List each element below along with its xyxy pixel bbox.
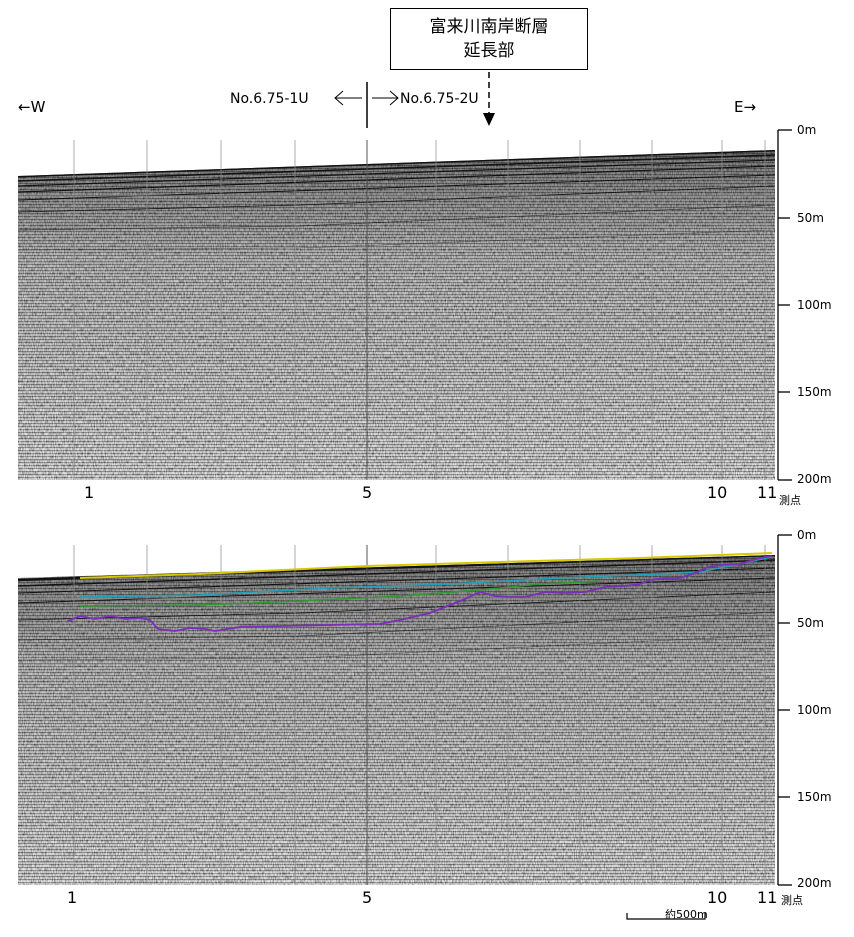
left-arrow-icon <box>334 90 362 106</box>
station-label-1-top: 1 <box>84 483 95 502</box>
horizon-B1U-line <box>79 556 773 598</box>
depth-label-0m-top: 0m <box>797 123 817 137</box>
fault-extension-callout: 富来川南岸断層 延長部 <box>390 8 588 70</box>
callout-line-2: 延長部 <box>463 41 515 61</box>
station-label-10-bottom: 10 <box>707 888 728 907</box>
station-label-5-top: 5 <box>362 483 373 502</box>
scale-bar-label: 約500m <box>665 908 708 921</box>
depth-label-200m-bottom: 200m <box>797 876 832 890</box>
depth-label-200m-top: 200m <box>797 472 832 486</box>
depth-label-150m-bottom: 150m <box>797 790 832 804</box>
callout-arrow-head <box>483 113 495 126</box>
station-label-11-bottom: 11 <box>757 888 778 907</box>
station-label-10-top: 10 <box>707 483 728 502</box>
depth-label-50m-top: 50m <box>797 211 824 225</box>
east-direction-label: E→ <box>734 98 757 116</box>
top-depth-axis <box>777 129 792 481</box>
horizon-D2-line <box>67 555 773 632</box>
west-direction-label: ←W <box>18 98 46 116</box>
callout-line-1: 富来川南岸断層 <box>429 17 549 37</box>
bottom-seismic-section <box>18 555 775 885</box>
horizon-A-line <box>79 552 773 579</box>
station-unit-bottom: 測点 <box>781 894 803 907</box>
right-arrow-icon <box>372 90 399 106</box>
depth-label-0m-bottom: 0m <box>797 528 817 542</box>
scale-bar <box>626 913 706 920</box>
depth-label-50m-bottom: 50m <box>797 616 824 630</box>
depth-label-100m-bottom: 100m <box>797 703 832 717</box>
station-unit-top: 測点 <box>779 494 801 507</box>
station-label-5-bottom: 5 <box>362 888 373 907</box>
station-label-11-top: 11 <box>757 483 778 502</box>
top-seismic-section <box>18 150 775 480</box>
survey-line-left-label: No.6.75-1U <box>230 91 309 107</box>
station-label-1-bottom: 1 <box>67 888 78 907</box>
survey-line-right-label: No.6.75-2U <box>400 91 479 107</box>
depth-label-100m-top: 100m <box>797 298 832 312</box>
horizon-B1L-line <box>79 580 601 607</box>
bottom-depth-axis <box>777 534 792 886</box>
depth-label-150m-top: 150m <box>797 385 832 399</box>
top-grid <box>18 140 775 480</box>
bottom-grid <box>18 545 775 885</box>
